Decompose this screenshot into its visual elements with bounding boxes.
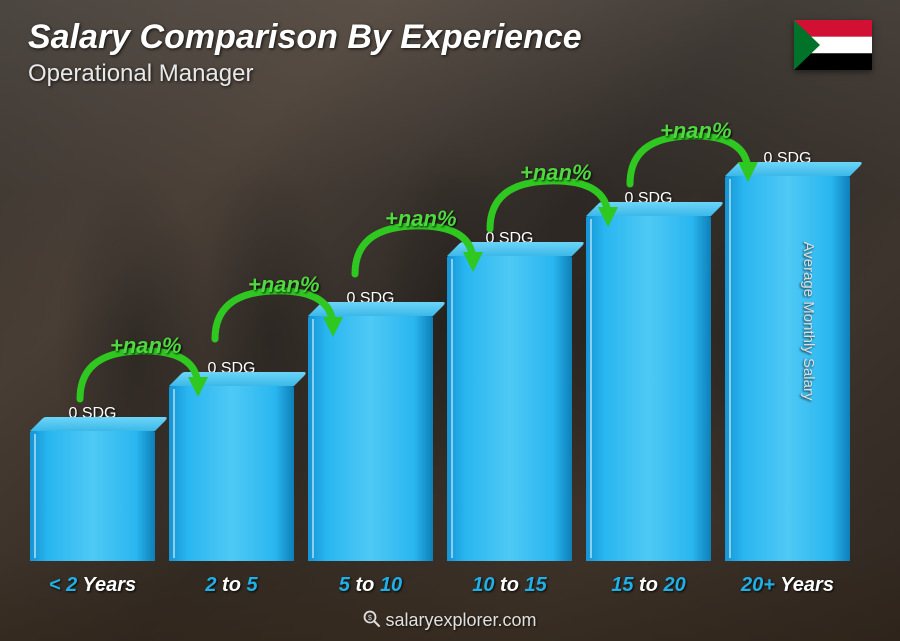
category-label: 5 to 10 (308, 574, 433, 597)
chart-subtitle: Operational Manager (28, 60, 253, 88)
bar-3: 0 SDG (447, 230, 572, 561)
bar-2: 0 SDG (308, 290, 433, 561)
footer-attribution: $ salaryexplorer.com (0, 610, 900, 631)
increase-label: +nan% (520, 160, 592, 186)
category-label: 2 to 5 (169, 574, 294, 597)
svg-text:$: $ (369, 615, 373, 622)
footer-text: salaryexplorer.com (385, 610, 536, 630)
category-label: 10 to 15 (447, 574, 572, 597)
magnify-dollar-icon: $ (363, 610, 381, 628)
bar-rect (725, 176, 850, 561)
bar-1: 0 SDG (169, 360, 294, 561)
category-label: 20+ Years (725, 574, 850, 597)
bar-rect (447, 256, 572, 561)
bar-rect (169, 386, 294, 561)
increase-label: +nan% (385, 206, 457, 232)
category-axis: < 2 Years 2 to 5 5 to 10 10 to 15 15 to 20 20… (30, 574, 850, 597)
bar-0: 0 SDG (30, 405, 155, 561)
chart-container: Salary Comparison By Experience Operatio… (0, 0, 900, 641)
increase-label: +nan% (248, 272, 320, 298)
chart-title: Salary Comparison By Experience (28, 18, 582, 57)
category-label: 15 to 20 (586, 574, 711, 597)
bar-4: 0 SDG (586, 190, 711, 561)
category-label: < 2 Years (30, 574, 155, 597)
y-axis-label: Average Monthly Salary (800, 241, 817, 400)
increase-label: +nan% (660, 118, 732, 144)
increase-label: +nan% (110, 333, 182, 359)
bar-rect (308, 316, 433, 561)
bar-5: 0 SDG (725, 150, 850, 561)
bar-rect (586, 216, 711, 561)
bar-rect (30, 431, 155, 561)
sudan-flag-icon (794, 20, 872, 70)
